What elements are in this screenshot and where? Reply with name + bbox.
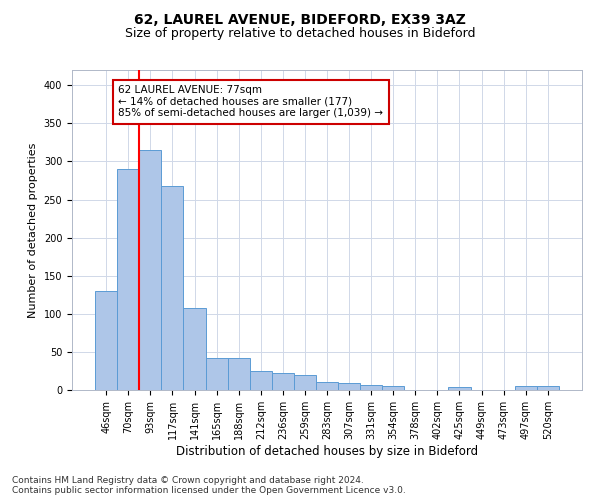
Text: Contains HM Land Registry data © Crown copyright and database right 2024.
Contai: Contains HM Land Registry data © Crown c… xyxy=(12,476,406,495)
Bar xyxy=(161,186,184,390)
Y-axis label: Number of detached properties: Number of detached properties xyxy=(28,142,38,318)
Bar xyxy=(139,150,161,390)
Bar xyxy=(272,373,294,390)
Text: 62 LAUREL AVENUE: 77sqm
← 14% of detached houses are smaller (177)
85% of semi-d: 62 LAUREL AVENUE: 77sqm ← 14% of detache… xyxy=(118,85,383,118)
Bar xyxy=(316,382,338,390)
Bar xyxy=(338,383,360,390)
Bar xyxy=(360,384,382,390)
Bar xyxy=(382,386,404,390)
Bar xyxy=(515,386,537,390)
Text: Size of property relative to detached houses in Bideford: Size of property relative to detached ho… xyxy=(125,28,475,40)
Bar xyxy=(537,386,559,390)
Bar xyxy=(206,358,227,390)
Bar xyxy=(95,291,117,390)
Bar xyxy=(448,387,470,390)
Bar xyxy=(294,375,316,390)
Bar xyxy=(227,358,250,390)
Bar xyxy=(117,169,139,390)
Bar xyxy=(250,371,272,390)
Bar xyxy=(184,308,206,390)
Text: 62, LAUREL AVENUE, BIDEFORD, EX39 3AZ: 62, LAUREL AVENUE, BIDEFORD, EX39 3AZ xyxy=(134,12,466,26)
X-axis label: Distribution of detached houses by size in Bideford: Distribution of detached houses by size … xyxy=(176,444,478,458)
